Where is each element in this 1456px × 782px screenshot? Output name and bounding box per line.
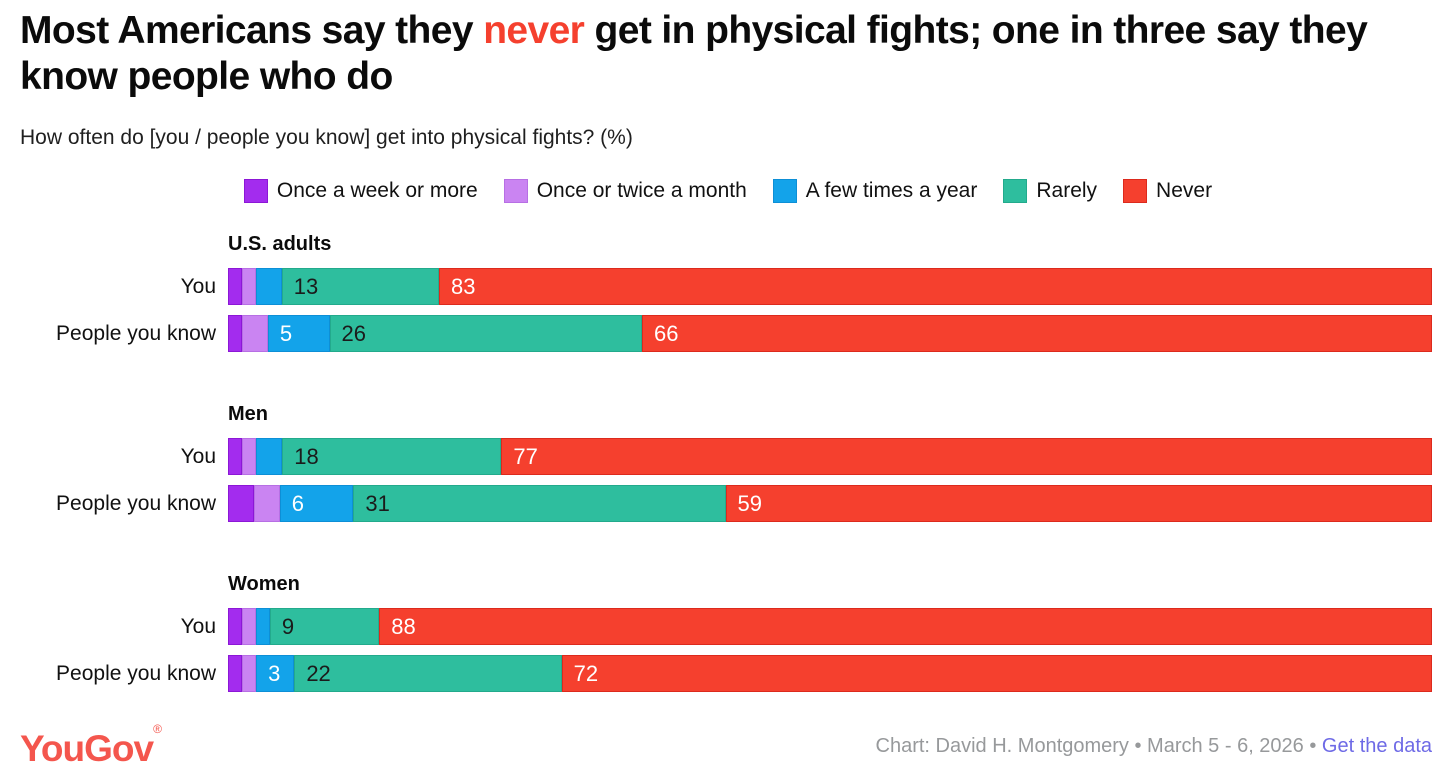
legend-swatch-a-few-times-a-year [772, 179, 797, 203]
bar-segment-once-or-twice-a-month [242, 655, 257, 692]
yougov-logo[interactable]: YouGov® [20, 722, 162, 770]
bar-segment-once-or-twice-a-month [241, 608, 256, 645]
bar-row: People you know 5 26 66 [20, 315, 1432, 352]
bar-value-label: 66 [653, 320, 679, 346]
registered-mark: ® [153, 722, 162, 736]
bar-segment-never: 77 [501, 438, 1433, 475]
row-label: You [180, 615, 216, 638]
bar-value-label: 59 [737, 490, 763, 516]
bar-segment-once-a-week-or-more [228, 268, 242, 305]
row-label: People you know [56, 662, 216, 685]
bar-value-label: 31 [365, 490, 390, 516]
stacked-bar: 18 77 [228, 438, 1433, 475]
stacked-bar: 3 22 72 [228, 655, 1432, 692]
bar-row: People you know 6 31 59 [20, 485, 1432, 522]
get-the-data-link[interactable]: Get the data [1321, 735, 1432, 757]
legend-swatch-once-a-week-or-more [243, 179, 268, 203]
bar-value-label: 26 [341, 320, 366, 346]
legend-item-rarely: Rarely [1003, 179, 1097, 203]
row-label: You [180, 445, 216, 468]
legend-item-once-or-twice-a-month: Once or twice a month [503, 179, 747, 203]
bar-segment-a-few-times-a-year [255, 268, 282, 305]
bar-value-label: 13 [293, 273, 319, 299]
legend-label: Never [1156, 179, 1213, 202]
bar-value-label: 83 [450, 273, 476, 299]
legend-label: A few times a year [805, 179, 978, 202]
bar-segment-a-few-times-a-year [256, 438, 283, 475]
title-text-suffix: get in physical fights; one in three say… [20, 9, 1368, 99]
bar-segment-rarely: 22 [294, 655, 562, 692]
bar-row: You 13 83 [20, 268, 1432, 305]
bar-value-label: 3 [268, 660, 281, 686]
legend-swatch-once-or-twice-a-month [503, 179, 528, 203]
title-highlight: never [483, 9, 585, 52]
bar-segment-rarely: 9 [269, 608, 380, 645]
stacked-bar: 5 26 66 [228, 315, 1432, 352]
bar-segment-once-a-week-or-more [228, 315, 242, 352]
bar-segment-once-a-week-or-more [228, 485, 254, 522]
bar-segment-once-or-twice-a-month [253, 485, 280, 522]
row-label: You [180, 275, 216, 298]
stacked-bar-chart: U.S. adults You 13 83 People you know 5 26 66 Me… [20, 232, 1433, 742]
legend-item-a-few-times-a-year: A few times a year [772, 179, 978, 203]
bar-segment-rarely: 13 [281, 268, 439, 305]
group-heading: U.S. adults [228, 233, 332, 255]
bar-group-women: Women You 9 88 People you know 3 22 72 [20, 572, 1432, 692]
bar-row: People you know 3 22 72 [20, 655, 1432, 692]
legend-swatch-never [1123, 179, 1148, 203]
bar-segment-never: 66 [641, 315, 1432, 352]
bar-segment-once-or-twice-a-month [241, 315, 268, 352]
stacked-bar: 6 31 59 [228, 485, 1432, 522]
bar-segment-rarely: 31 [353, 485, 726, 522]
legend-item-once-a-week-or-more: Once a week or more [243, 179, 478, 203]
group-heading: Men [228, 403, 268, 425]
bar-value-label: 18 [294, 443, 319, 469]
legend-swatch-rarely [1003, 179, 1028, 203]
bar-value-label: 22 [306, 660, 331, 686]
legend-label: Once a week or more [276, 179, 478, 202]
legend-label: Rarely [1036, 179, 1098, 202]
bar-segment-a-few-times-a-year: 6 [279, 485, 354, 522]
bar-segment-never: 88 [379, 608, 1432, 645]
bar-row: You 18 77 [20, 438, 1433, 475]
bar-segment-never: 83 [438, 268, 1432, 305]
legend-item-never: Never [1123, 179, 1212, 203]
stacked-bar: 13 83 [228, 268, 1432, 305]
chart-credit: Chart: David H. Montgomery • March 5 - 6… [876, 735, 1432, 758]
bar-value-label: 77 [513, 443, 538, 469]
bar-value-label: 72 [573, 660, 599, 686]
yougov-logo-text: YouGov [20, 728, 154, 769]
page-title: Most Americans say they never get in phy… [20, 8, 1402, 100]
bar-segment-rarely: 26 [329, 315, 642, 352]
row-label: People you know [56, 492, 216, 515]
bar-value-label: 88 [391, 613, 416, 639]
bar-segment-a-few-times-a-year [255, 608, 270, 645]
bar-segment-once-a-week-or-more [228, 655, 243, 692]
chart-subtitle: How often do [you / people you know] get… [20, 126, 633, 149]
legend-label: Once or twice a month [536, 179, 747, 202]
bar-segment-rarely: 18 [282, 438, 502, 475]
group-heading: Women [228, 573, 300, 595]
bar-segment-once-a-week-or-more [228, 608, 242, 645]
bar-segment-once-a-week-or-more [228, 438, 243, 475]
bar-segment-once-or-twice-a-month [241, 268, 256, 305]
title-text-prefix: Most Americans say they [20, 9, 484, 52]
bar-value-label: 9 [281, 613, 295, 639]
bar-group-u-s-adults: U.S. adults You 13 83 People you know 5 26 66 [20, 232, 1432, 352]
bar-segment-a-few-times-a-year: 3 [256, 655, 295, 692]
row-label: People you know [56, 322, 216, 345]
bar-value-label: 6 [291, 490, 304, 516]
bar-segment-a-few-times-a-year: 5 [267, 315, 330, 352]
legend: Once a week or more Once or twice a month… [0, 179, 1456, 203]
bar-group-men: Men You 18 77 People you know 6 31 59 [20, 402, 1433, 522]
bar-segment-never: 72 [561, 655, 1432, 692]
credit-text: Chart: David H. Montgomery • March 5 - 6… [875, 735, 1317, 757]
stacked-bar: 9 88 [228, 608, 1432, 645]
bar-row: You 9 88 [20, 608, 1432, 645]
bar-value-label: 5 [279, 320, 293, 346]
bar-segment-once-or-twice-a-month [242, 438, 257, 475]
bar-segment-never: 59 [725, 485, 1432, 522]
